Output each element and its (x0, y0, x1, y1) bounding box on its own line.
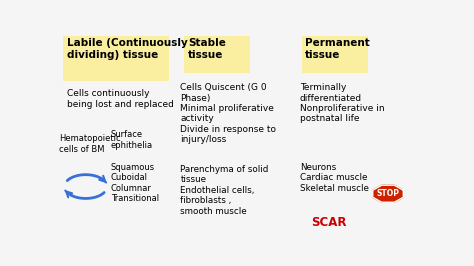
Text: Terminally
differentiated
Nonproliferative in
postnatal life: Terminally differentiated Nonproliferati… (300, 83, 384, 123)
FancyBboxPatch shape (184, 36, 250, 73)
Text: Neurons
Cardiac muscle
Skeletal muscle: Neurons Cardiac muscle Skeletal muscle (300, 163, 369, 193)
Text: Stable
tissue: Stable tissue (188, 38, 226, 60)
Text: Hematopoietic
cells of BM: Hematopoietic cells of BM (59, 134, 121, 154)
Text: Labile (Continuously
dividing) tissue: Labile (Continuously dividing) tissue (66, 38, 187, 60)
Text: Permanent
tissue: Permanent tissue (305, 38, 370, 60)
Polygon shape (373, 185, 403, 202)
FancyBboxPatch shape (301, 36, 368, 73)
Text: Cells continuously
being lost and replaced: Cells continuously being lost and replac… (66, 89, 173, 109)
Text: Parenchyma of solid
tissue
Endothelial cells,
fibroblasts ,
smooth muscle: Parenchyma of solid tissue Endothelial c… (181, 165, 269, 216)
Text: Surface
ephithelia: Surface ephithelia (110, 130, 153, 150)
Text: Cells Quiscent (G 0
Phase)
Minimal proliferative
activity
Divide in response to
: Cells Quiscent (G 0 Phase) Minimal proli… (181, 83, 276, 144)
FancyBboxPatch shape (63, 36, 169, 81)
Text: Squamous
Cuboidal
Columnar
Transitional: Squamous Cuboidal Columnar Transitional (110, 163, 159, 203)
Text: STOP: STOP (376, 189, 400, 198)
Text: SCAR: SCAR (311, 216, 346, 229)
